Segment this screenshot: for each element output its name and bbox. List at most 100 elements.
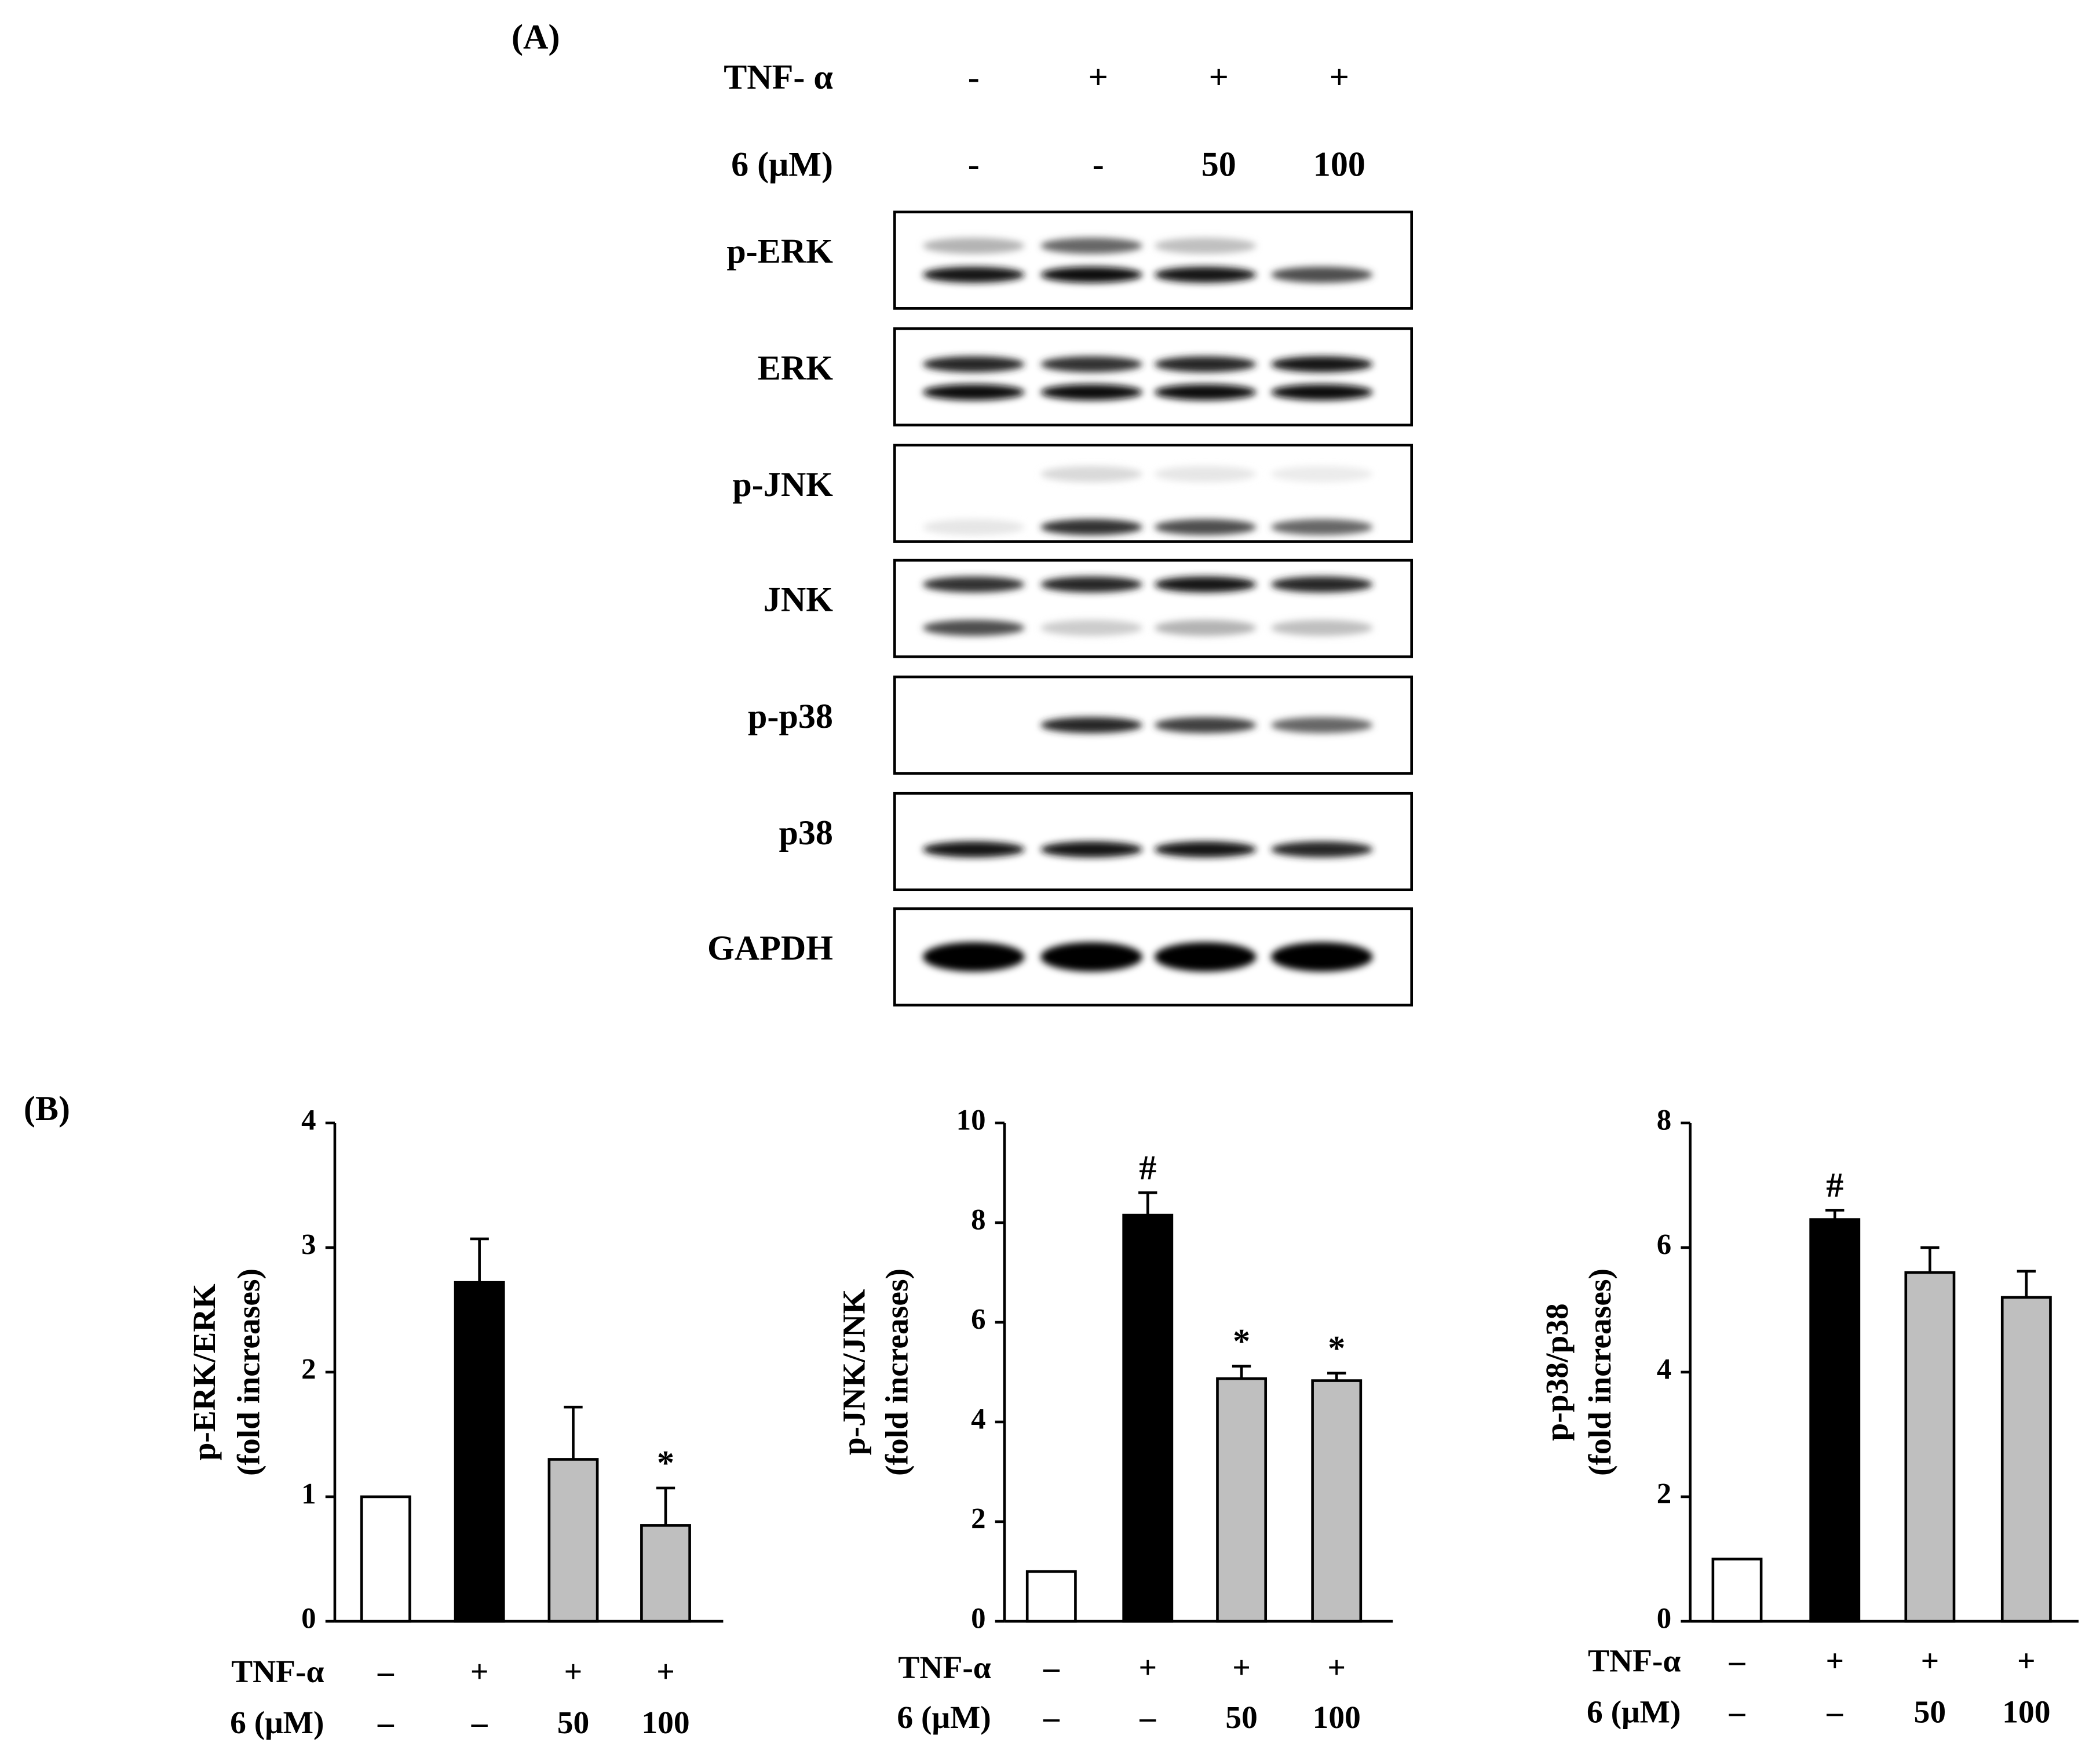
blot-frame [893, 327, 1414, 426]
treatment-label: 6 (μM) [1587, 1695, 1681, 1730]
treatment-value: - [1093, 145, 1104, 184]
treatment-value: + [1209, 58, 1229, 97]
bar [1711, 1558, 1763, 1623]
blot-band [1270, 519, 1373, 535]
blot-label: JNK [764, 581, 833, 619]
blot-band [1040, 841, 1143, 858]
bar [1122, 1213, 1174, 1623]
y-tick-label: 0 [1657, 1603, 1671, 1635]
y-tick-label: 2 [1657, 1478, 1671, 1511]
treatment-value: 50 [1914, 1695, 1946, 1730]
treatment-value: + [2017, 1644, 2036, 1679]
blot-band [1040, 466, 1143, 482]
y-tick-label: 6 [1657, 1229, 1671, 1261]
bar [547, 1458, 599, 1623]
blot-band [1040, 356, 1143, 373]
blot-band [1040, 619, 1143, 636]
treatment-value: + [1921, 1644, 1940, 1679]
blot-band [1040, 942, 1143, 972]
bar [1904, 1271, 1956, 1623]
treatment-value: – [471, 1705, 488, 1741]
significance-mark: * [1233, 1322, 1250, 1361]
treatment-value: + [1138, 1650, 1157, 1686]
treatment-value: – [377, 1705, 395, 1741]
treatment-label: 6 (μM) [897, 1700, 991, 1736]
blot-band [1270, 267, 1373, 283]
treatment-value: – [377, 1654, 395, 1690]
significance-mark: # [1826, 1166, 1843, 1205]
significance-mark: # [1139, 1149, 1156, 1187]
blot-band [922, 942, 1025, 972]
treatment-label: 6 (μM) [230, 1705, 324, 1741]
blot-band [1154, 238, 1257, 254]
treatment-value: + [656, 1654, 675, 1690]
treatment-label: TNF- α [724, 58, 833, 97]
treatment-value: 50 [1225, 1700, 1257, 1736]
blot-band [1154, 942, 1257, 972]
blot-band [1040, 238, 1143, 254]
blot-label: p-JNK [732, 465, 833, 504]
y-axis-label: p-JNK/JNK [837, 1289, 872, 1456]
y-tick-label: 1 [301, 1478, 316, 1511]
blot-band [922, 519, 1025, 535]
bar [454, 1281, 505, 1623]
blot-band [1154, 717, 1257, 734]
blot-label: ERK [758, 349, 833, 388]
treatment-value: + [1232, 1650, 1251, 1686]
y-axis-label: (fold increases) [879, 1268, 915, 1476]
bar [1311, 1379, 1363, 1623]
treatment-value: + [470, 1654, 489, 1690]
blot-band [922, 576, 1025, 593]
y-tick-label: 8 [1657, 1104, 1671, 1137]
blot-band [1040, 384, 1143, 400]
blot-band [1154, 519, 1257, 535]
blot-band [1270, 466, 1373, 482]
blot-band [1270, 717, 1373, 734]
y-tick-label: 4 [971, 1403, 985, 1436]
treatment-value: + [564, 1654, 583, 1690]
blot-band [922, 619, 1025, 636]
y-tick-label: 8 [971, 1204, 985, 1237]
y-tick-label: 0 [971, 1603, 985, 1635]
treatment-label: 6 (μM) [731, 145, 833, 184]
treatment-label: TNF-α [231, 1654, 324, 1690]
blot-frame [893, 210, 1414, 310]
y-tick-label: 0 [301, 1603, 316, 1635]
blot-band [1154, 619, 1257, 636]
y-tick-label: 2 [971, 1503, 985, 1536]
blot-band [1154, 841, 1257, 858]
bar [2000, 1296, 2052, 1623]
treatment-value: 100 [1313, 145, 1365, 184]
treatment-value: – [1043, 1650, 1060, 1686]
treatment-value: 50 [1201, 145, 1236, 184]
panel-label: (A) [512, 18, 560, 57]
treatment-value: – [1826, 1695, 1843, 1730]
y-tick-label: 3 [301, 1229, 316, 1261]
significance-mark: * [657, 1444, 674, 1483]
treatment-value: - [968, 145, 980, 184]
blot-band [922, 356, 1025, 373]
blot-band [1270, 841, 1373, 858]
blot-band [1040, 519, 1143, 535]
blot-band [922, 841, 1025, 858]
y-axis-label: (fold increases) [231, 1268, 266, 1476]
blot-band [1154, 267, 1257, 283]
y-tick-label: 6 [971, 1304, 985, 1336]
treatment-value: 100 [641, 1705, 689, 1741]
blot-band [1154, 466, 1257, 482]
y-tick-label: 4 [1657, 1354, 1671, 1386]
blot-band [1154, 576, 1257, 593]
treatment-value: 100 [2002, 1695, 2050, 1730]
treatment-label: TNF-α [1588, 1644, 1681, 1679]
treatment-value: – [1729, 1644, 1746, 1679]
treatment-value: + [1825, 1644, 1844, 1679]
blot-band [1040, 717, 1143, 734]
y-tick-label: 4 [301, 1104, 316, 1137]
blot-label: GAPDH [707, 929, 833, 968]
treatment-value: 100 [1313, 1700, 1361, 1736]
blot-band [922, 384, 1025, 400]
blot-band [922, 238, 1025, 254]
blot-band [1154, 384, 1257, 400]
treatment-value: + [1330, 58, 1349, 97]
